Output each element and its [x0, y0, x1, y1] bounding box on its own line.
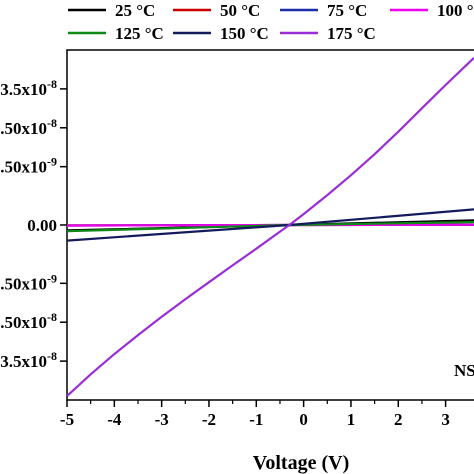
legend-item: 175 °C [280, 24, 376, 43]
y-tick-label: -1.50x10-9 [0, 271, 57, 293]
legend-item: 25 °C [68, 1, 155, 20]
y-tick-label: -3.5x10-8 [0, 349, 57, 371]
legend-label: 75 °C [327, 1, 367, 20]
legend-label: 150 °C [220, 24, 269, 43]
legend-label: 50 °C [220, 1, 260, 20]
legend-label: 100 °C [437, 1, 474, 20]
legend-label: 25 °C [115, 1, 155, 20]
annotation-label: NS [454, 361, 474, 380]
x-tick-label: -5 [60, 410, 74, 429]
x-tick-label: 0 [299, 410, 308, 429]
y-tick-label: 1.50x10-9 [0, 155, 57, 177]
y-tick-label: 0.00 [27, 216, 57, 235]
y-tick-label: -2.50x10-8 [0, 310, 57, 332]
legend-item: 125 °C [68, 24, 164, 43]
legend-label: 125 °C [115, 24, 164, 43]
x-tick-label: 2 [394, 410, 403, 429]
x-tick-label: -1 [249, 410, 263, 429]
series-layer [66, 57, 474, 397]
legend-item: 150 °C [173, 24, 269, 43]
legend-item: 100 °C [390, 1, 474, 20]
axes-layer: -5 -4 -3 -2 -1 0 1 2 3 3.5x10-8 2.50x10-8 1.50x10-9… [0, 77, 450, 429]
x-tick-label: -4 [107, 410, 122, 429]
series-line-175c [66, 57, 474, 397]
legend: 25 °C 50 °C 75 °C 100 °C 125 °C 150 °C 175 °C [68, 1, 474, 43]
x-tick-label: 1 [347, 410, 356, 429]
x-axis-title: Voltage (V) [253, 452, 349, 474]
y-tick-label: 3.5x10-8 [0, 77, 57, 99]
legend-item: 50 °C [173, 1, 260, 20]
x-tick-label: -2 [202, 410, 216, 429]
y-tick-label: 2.50x10-8 [0, 116, 57, 138]
x-tick-label: 3 [441, 410, 450, 429]
legend-label: 175 °C [327, 24, 376, 43]
x-tick-label: -3 [155, 410, 169, 429]
legend-item: 75 °C [280, 1, 367, 20]
